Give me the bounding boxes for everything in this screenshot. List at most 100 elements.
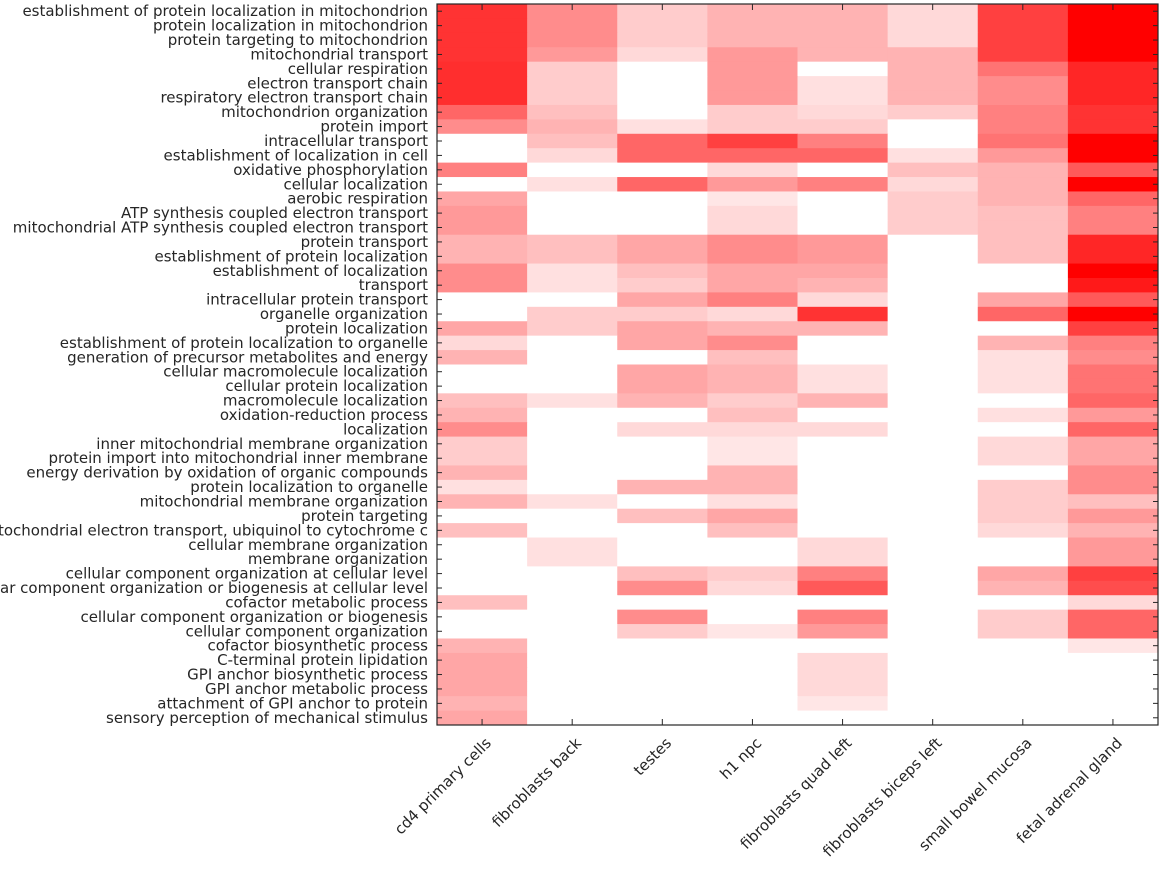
heatmap-cell bbox=[707, 710, 799, 726]
heatmap-cell bbox=[527, 508, 618, 524]
heatmap-cell bbox=[707, 638, 799, 654]
row-label: protein import bbox=[320, 118, 428, 136]
heatmap-cell bbox=[1067, 104, 1159, 120]
heatmap-cell bbox=[707, 47, 799, 63]
heatmap-cell bbox=[977, 47, 1069, 63]
heatmap-cell bbox=[977, 537, 1069, 553]
heatmap-cell bbox=[437, 162, 528, 178]
heatmap-cell bbox=[437, 4, 528, 19]
heatmap-cell bbox=[797, 595, 889, 611]
heatmap-cell bbox=[1067, 162, 1159, 178]
heatmap-cell bbox=[797, 234, 889, 250]
heatmap-cell bbox=[527, 465, 618, 481]
heatmap-cell bbox=[527, 479, 618, 495]
heatmap-cell bbox=[1067, 566, 1159, 582]
heatmap-cell bbox=[1067, 249, 1159, 265]
row-label: cellular protein localization bbox=[225, 377, 428, 395]
heatmap-cell bbox=[977, 177, 1069, 192]
heatmap-cell bbox=[527, 378, 618, 394]
heatmap-cell bbox=[707, 177, 799, 192]
heatmap-cell bbox=[617, 494, 708, 510]
row-label: cellular membrane organization bbox=[188, 536, 428, 554]
heatmap-cell bbox=[1067, 32, 1159, 48]
heatmap-cell bbox=[887, 47, 979, 63]
heatmap-cell bbox=[617, 364, 708, 380]
heatmap-cell bbox=[977, 508, 1069, 524]
heatmap-cell bbox=[437, 205, 528, 221]
heatmap-cell bbox=[437, 249, 528, 265]
heatmap-cell bbox=[527, 205, 618, 221]
heatmap-cell bbox=[887, 436, 979, 452]
heatmap-cell bbox=[527, 133, 618, 149]
heatmap-cell bbox=[707, 321, 799, 337]
heatmap-cell bbox=[707, 61, 799, 77]
heatmap-cell bbox=[617, 148, 708, 164]
heatmap-cell bbox=[977, 263, 1069, 279]
heatmap-cell bbox=[527, 667, 618, 683]
heatmap-cell bbox=[1067, 234, 1159, 250]
heatmap-cell bbox=[437, 609, 528, 625]
heatmap-cell bbox=[977, 407, 1069, 423]
row-label: cellular macromolecule localization bbox=[163, 363, 428, 381]
heatmap-cell bbox=[527, 638, 618, 654]
heatmap-cell bbox=[797, 335, 889, 351]
row-label: attachment of GPI anchor to protein bbox=[157, 694, 428, 712]
heatmap-cell bbox=[1067, 378, 1159, 394]
column-label: testes bbox=[630, 734, 675, 779]
row-label: sensory perception of mechanical stimulu… bbox=[106, 709, 428, 727]
heatmap-cell bbox=[617, 523, 708, 539]
heatmap-cell bbox=[707, 18, 799, 34]
heatmap-cell bbox=[797, 551, 889, 567]
row-label: respiratory electron transport chain bbox=[160, 89, 428, 107]
heatmap-cell bbox=[797, 580, 889, 596]
heatmap-cell bbox=[887, 119, 979, 135]
row-label: GPI anchor biosynthetic process bbox=[187, 666, 428, 684]
heatmap-cell bbox=[527, 350, 618, 365]
row-label: protein localization in mitochondrion bbox=[153, 17, 428, 35]
heatmap-cell bbox=[797, 696, 889, 712]
heatmap-cell bbox=[887, 306, 979, 322]
heatmap-cell bbox=[707, 292, 799, 308]
heatmap-cell bbox=[887, 710, 979, 726]
heatmap-cell bbox=[617, 696, 708, 712]
heatmap-cell bbox=[527, 148, 618, 164]
row-label: establishment of protein localization bbox=[154, 247, 428, 265]
heatmap-cell bbox=[1067, 551, 1159, 567]
heatmap-cell bbox=[527, 32, 618, 48]
heatmap-cell bbox=[887, 177, 979, 192]
heatmap-cell bbox=[527, 177, 618, 192]
heatmap-cell bbox=[437, 566, 528, 582]
heatmap-cell bbox=[707, 234, 799, 250]
heatmap-cell bbox=[617, 479, 708, 495]
heatmap-cell bbox=[707, 104, 799, 120]
heatmap-cell bbox=[617, 595, 708, 611]
heatmap-cell bbox=[527, 277, 618, 293]
heatmap-cell bbox=[797, 220, 889, 236]
heatmap-cell bbox=[617, 551, 708, 567]
heatmap-cell bbox=[437, 335, 528, 351]
heatmap-cell bbox=[437, 580, 528, 596]
heatmap-cell bbox=[527, 537, 618, 553]
heatmap-cell bbox=[617, 407, 708, 423]
heatmap-cell bbox=[707, 696, 799, 712]
heatmap-cell bbox=[977, 465, 1069, 481]
heatmap-cell bbox=[797, 667, 889, 683]
heatmap-cell bbox=[977, 277, 1069, 293]
heatmap-cell bbox=[1067, 696, 1159, 712]
heatmap-cell bbox=[527, 220, 618, 236]
heatmap-cell bbox=[707, 162, 799, 178]
heatmap-cell bbox=[527, 335, 618, 351]
row-label: generation of precursor metabolites and … bbox=[67, 348, 428, 366]
heatmap-cell bbox=[527, 580, 618, 596]
row-label: oxidative phosphorylation bbox=[233, 161, 428, 179]
heatmap-cell bbox=[437, 537, 528, 553]
heatmap-cell bbox=[437, 638, 528, 654]
heatmap-cell bbox=[887, 148, 979, 164]
heatmap-cell bbox=[617, 191, 708, 207]
heatmap-cell bbox=[797, 624, 889, 639]
heatmap-cell bbox=[977, 4, 1069, 19]
heatmap-cell bbox=[707, 76, 799, 92]
heatmap-cell bbox=[437, 76, 528, 92]
heatmap-cell bbox=[707, 277, 799, 293]
